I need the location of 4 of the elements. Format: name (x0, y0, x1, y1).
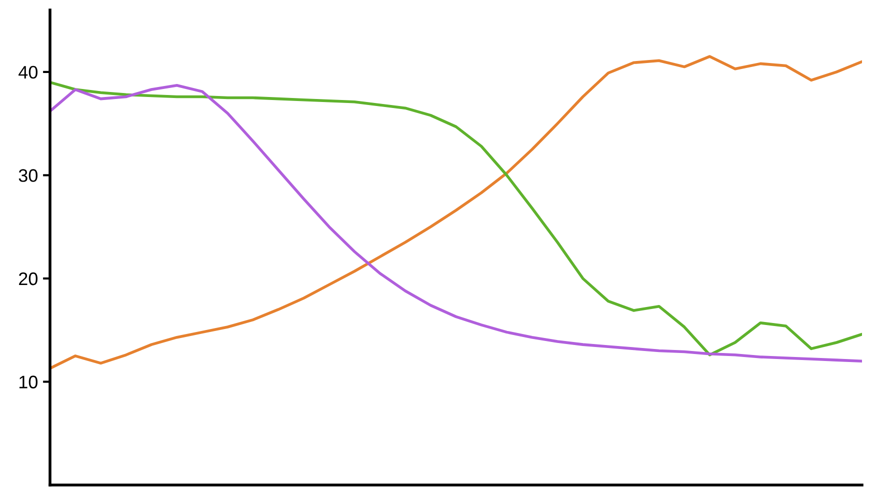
y-tick-label: 10 (19, 376, 38, 388)
y-tick-label: 30 (18, 169, 38, 182)
y-tick-label: 40 (18, 66, 38, 79)
y-tick-label: 20 (19, 272, 38, 286)
